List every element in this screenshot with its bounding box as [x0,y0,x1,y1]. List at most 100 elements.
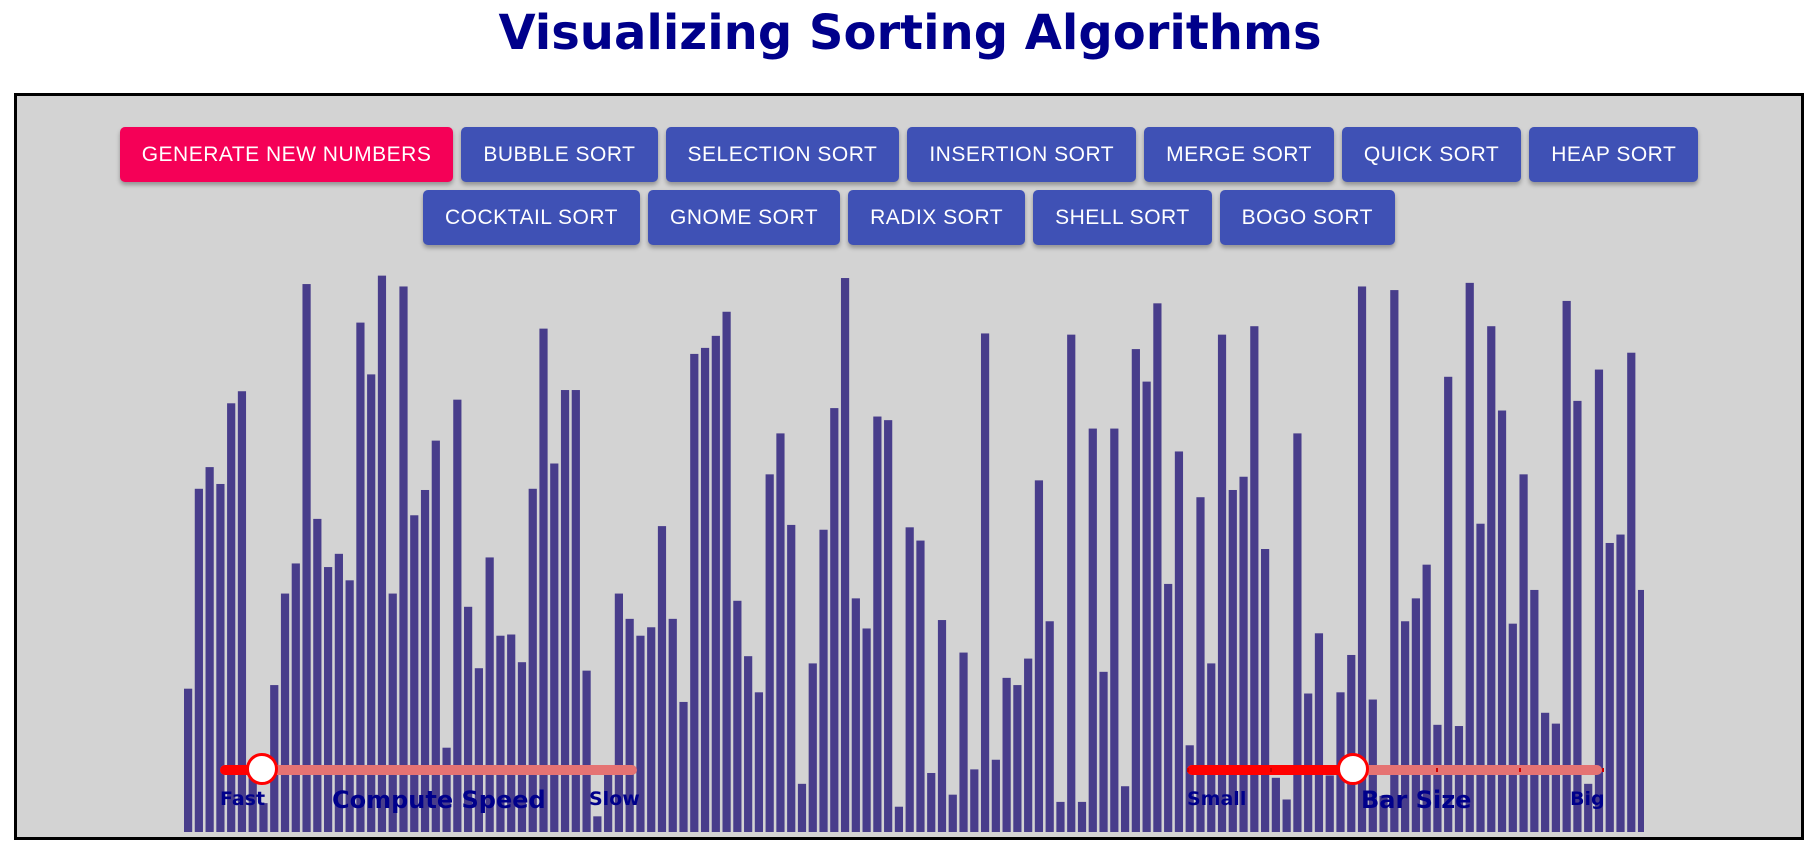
bar-size-thumb[interactable] [1337,753,1369,785]
array-bar [1034,480,1044,832]
page-title: Visualizing Sorting Algorithms [498,5,1322,61]
array-bar [1519,474,1528,832]
visualizer-panel: GENERATE NEW NUMBERS BUBBLE SORT SELECTION… [14,93,1804,840]
array-bar [1142,381,1151,832]
array-bar [1379,795,1388,832]
cocktail-sort-button[interactable]: COCKTAIL SORT [423,190,640,245]
array-bar [367,374,376,832]
array-bar [1573,400,1582,832]
bar-size-track[interactable] [1187,765,1602,775]
array-bar [1422,564,1431,832]
array-bar [614,593,623,832]
radix-sort-button[interactable]: RADIX SORT [848,190,1026,245]
array-bar [679,701,688,832]
array-bar [550,463,559,832]
compute-speed-slider[interactable] [220,753,637,785]
array-bar [313,518,322,832]
array-bar [1487,326,1496,832]
array-bar [959,652,968,832]
array-bar [1325,775,1334,832]
array-bar [184,688,193,832]
array-bar [604,768,613,832]
bar-size-slider[interactable] [1187,753,1604,785]
bar-size-tick [1602,768,1604,772]
array-bar [280,593,290,832]
array-bar [1056,801,1065,832]
array-bar [227,403,236,832]
array-bar [797,783,807,832]
array-bar [830,408,839,832]
gnome-sort-button[interactable]: GNOME SORT [648,190,841,245]
bar-size-tick [1187,768,1189,772]
insertion-sort-button[interactable]: INSERTION SORT [907,127,1137,182]
array-bar [927,772,936,832]
array-bar [1185,745,1194,832]
array-bar [690,353,699,832]
array-bar [442,747,451,832]
array-bar [840,278,850,832]
array-bar [1250,326,1259,832]
generate-new-numbers-button[interactable]: GENERATE NEW NUMBERS [119,127,454,182]
array-bar [1196,497,1205,832]
array-bar [625,618,634,832]
array-bar [1465,282,1474,832]
array-bar [1390,290,1399,832]
array-bar [862,628,871,832]
array-bar [464,606,473,832]
array-bar [905,527,914,832]
speed-slider-label: Compute Speed [332,786,546,814]
bar-array [184,275,1644,832]
array-bar [1454,726,1464,832]
array-bar [1497,410,1507,832]
array-bar [216,483,225,832]
quick-sort-button[interactable]: QUICK SORT [1341,127,1522,182]
array-bar [1304,693,1313,832]
array-bar [711,335,720,832]
compute-speed-fill [220,765,262,775]
array-bar [1120,786,1130,832]
array-bar [194,488,203,832]
compute-speed-track[interactable] [220,765,637,775]
array-bar [539,328,548,832]
array-bar [377,275,387,832]
shell-sort-button[interactable]: SHELL SORT [1033,190,1212,245]
array-bar [1508,623,1517,832]
array-bar [776,433,785,832]
compute-speed-thumb[interactable] [245,753,278,785]
array-bar [1627,352,1636,832]
array-bar [937,620,947,832]
array-bar [205,467,214,832]
bogo-sort-button[interactable]: BOGO SORT [1219,190,1395,245]
array-bar [980,333,990,832]
array-bar [259,803,268,832]
bar-size-tick [1519,768,1521,772]
bar-size-tick [1270,768,1272,772]
bar-size-tick [1436,768,1438,772]
array-bar [410,515,419,832]
array-bar [1282,799,1291,832]
array-bar [1207,663,1216,832]
array-bar [808,663,817,832]
array-bar [582,670,591,832]
array-bar [744,656,753,832]
array-bar [700,347,710,832]
array-bar [884,420,893,832]
array-bar [453,399,462,832]
array-bar [1530,589,1539,832]
array-bar [1637,589,1644,832]
array-bar [571,390,580,832]
speed-min-label: Fast [220,788,266,810]
array-bar [1261,549,1270,832]
array-bar [1239,476,1248,832]
array-bar [1444,376,1453,832]
heap-sort-button[interactable]: HEAP SORT [1529,127,1699,182]
array-bar [334,553,343,832]
array-bar [1314,633,1324,832]
array-bar [1088,428,1097,832]
array-bar [1153,303,1162,832]
array-bar [948,794,957,832]
selection-sort-button[interactable]: SELECTION SORT [665,127,900,182]
bubble-sort-button[interactable]: BUBBLE SORT [461,127,658,182]
merge-sort-button[interactable]: MERGE SORT [1144,127,1334,182]
array-bar [657,526,667,832]
